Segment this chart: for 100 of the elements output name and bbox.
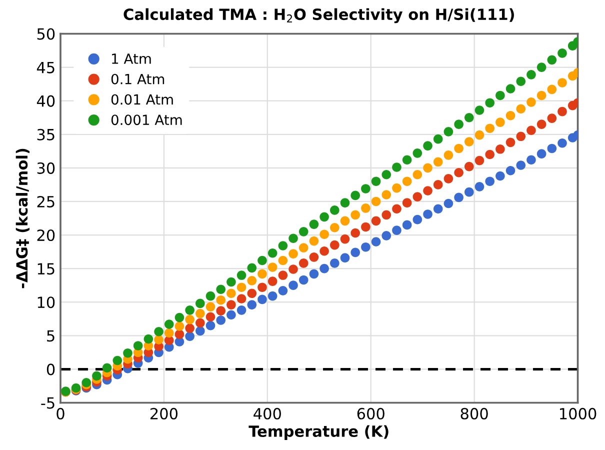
point: [226, 310, 236, 320]
point: [371, 176, 381, 186]
point: [330, 240, 340, 250]
y-tick-label: 50: [37, 28, 55, 40]
point: [464, 187, 474, 197]
point: [278, 256, 288, 266]
point: [226, 300, 236, 310]
point: [174, 322, 184, 331]
point: [536, 90, 546, 100]
y-tick-label: 45: [36, 62, 54, 74]
point: [423, 141, 432, 150]
y-tick-label: 10: [38, 296, 55, 308]
point: [361, 222, 370, 232]
point: [247, 300, 257, 310]
point: [320, 230, 329, 240]
point: [371, 237, 381, 246]
point: [382, 190, 392, 200]
point: [288, 264, 298, 274]
point: [174, 330, 184, 339]
point: [226, 288, 236, 298]
point: [340, 234, 350, 244]
y-tick-label: 20: [37, 229, 55, 242]
point: [216, 316, 226, 325]
point: [423, 163, 432, 173]
y-tick-label: 0: [46, 364, 55, 376]
point: [444, 127, 454, 136]
point: [330, 206, 340, 215]
point: [558, 48, 567, 58]
point: [258, 282, 267, 292]
point: [402, 155, 412, 165]
point: [547, 84, 557, 94]
point: [226, 277, 236, 287]
point: [185, 324, 194, 333]
point: [247, 276, 257, 286]
point: [185, 314, 194, 324]
point: [236, 270, 246, 280]
point: [464, 137, 474, 146]
point: [526, 126, 536, 136]
point: [412, 148, 422, 158]
point: [288, 280, 298, 290]
point: [174, 312, 184, 322]
x-tick-label: 800: [460, 408, 488, 420]
point: [516, 76, 526, 86]
point: [330, 258, 340, 268]
point: [402, 176, 412, 186]
point: [185, 332, 194, 341]
point: [309, 220, 319, 229]
point: [382, 231, 392, 240]
point: [340, 216, 350, 226]
point: [196, 318, 205, 328]
point: [371, 196, 381, 206]
point: [412, 192, 422, 202]
point: [412, 214, 422, 224]
point: [298, 275, 308, 285]
x-tick-label: 400: [254, 408, 281, 420]
point: [154, 335, 164, 344]
point: [516, 160, 526, 170]
point: [144, 334, 154, 344]
point: [258, 294, 267, 304]
point: [402, 198, 412, 208]
x-tick-label: 600: [357, 408, 384, 420]
point: [485, 176, 494, 186]
y-tick-label: 40: [36, 95, 55, 107]
point: [350, 228, 360, 238]
point: [309, 236, 319, 246]
chart-title: Calculated TMA : H$_{2}$O Selectivity on H/Si(111): [124, 8, 514, 24]
point: [485, 150, 494, 160]
point: [123, 348, 132, 358]
point: [185, 306, 194, 315]
point: [464, 112, 474, 122]
point: [423, 186, 432, 196]
point: [392, 183, 402, 193]
point: [558, 78, 567, 88]
point: [433, 134, 443, 144]
point: [298, 258, 308, 268]
point: [258, 269, 267, 279]
point: [320, 246, 329, 256]
point: [485, 124, 494, 134]
point: [236, 294, 246, 304]
point: [516, 104, 526, 114]
point: [278, 286, 288, 296]
point: [454, 168, 464, 178]
point: [350, 190, 360, 200]
point: [526, 70, 536, 80]
point: [164, 328, 174, 338]
point: [506, 138, 516, 148]
point: [320, 264, 329, 274]
point: [206, 312, 216, 322]
point: [402, 220, 412, 230]
point: [196, 308, 205, 318]
point: [536, 120, 546, 129]
point: [444, 198, 454, 208]
point: [412, 170, 422, 180]
point: [236, 306, 246, 315]
x-tick-label: 1000: [560, 408, 596, 420]
point: [392, 162, 402, 172]
point: [526, 155, 536, 165]
x-tick-label: 200: [150, 408, 178, 420]
point: [278, 270, 288, 280]
point: [547, 114, 557, 123]
